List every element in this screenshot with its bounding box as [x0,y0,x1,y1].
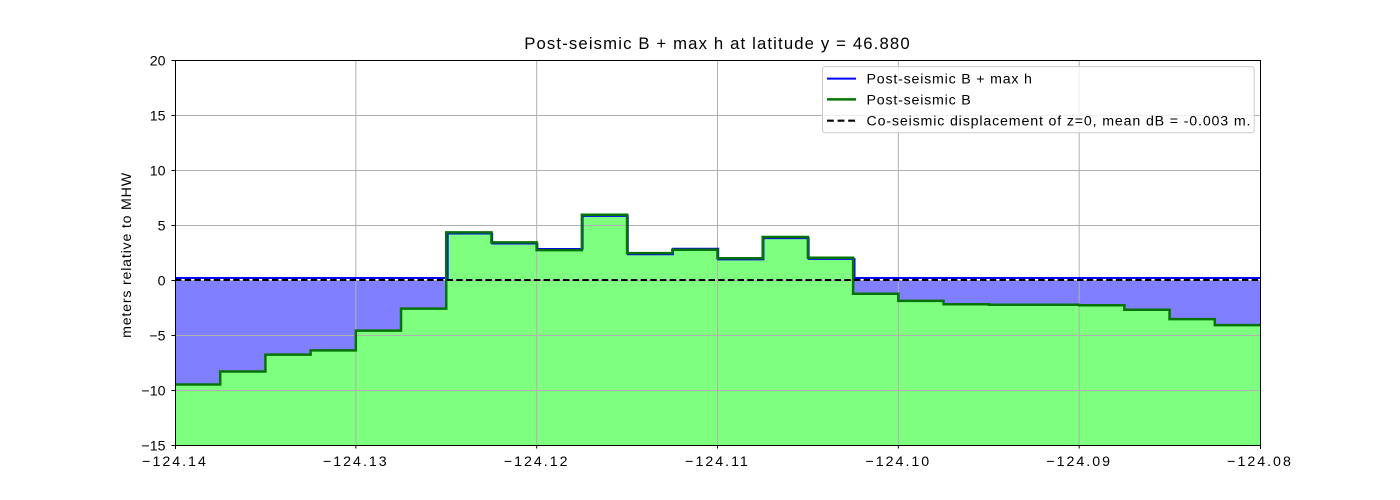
svg-text:−10: −10 [141,384,165,400]
svg-text:−124.09: −124.09 [1046,454,1112,470]
svg-text:meters relative to MHW: meters relative to MHW [119,172,135,338]
svg-text:Post-seismic B: Post-seismic B [867,92,972,108]
svg-text:−5: −5 [149,329,165,345]
svg-text:0: 0 [158,274,166,290]
svg-text:−124.11: −124.11 [685,454,750,470]
svg-text:10: 10 [150,164,166,180]
svg-text:Post-seismic B + max h: Post-seismic B + max h [867,72,1033,88]
svg-text:Post-seismic B + max h at lati: Post-seismic B + max h at latitude y = 4… [524,34,911,53]
svg-text:−124.10: −124.10 [865,454,931,470]
svg-text:20: 20 [150,54,166,70]
svg-text:5: 5 [158,219,166,235]
svg-text:−124.08: −124.08 [1227,454,1293,470]
svg-text:−124.14: −124.14 [142,454,208,470]
svg-text:Co-seismic displacement of z=0: Co-seismic displacement of z=0, mean dB … [867,114,1252,130]
svg-text:−124.12: −124.12 [504,454,570,470]
svg-text:−15: −15 [141,439,165,455]
svg-text:−124.13: −124.13 [323,454,389,470]
svg-text:15: 15 [150,109,166,125]
